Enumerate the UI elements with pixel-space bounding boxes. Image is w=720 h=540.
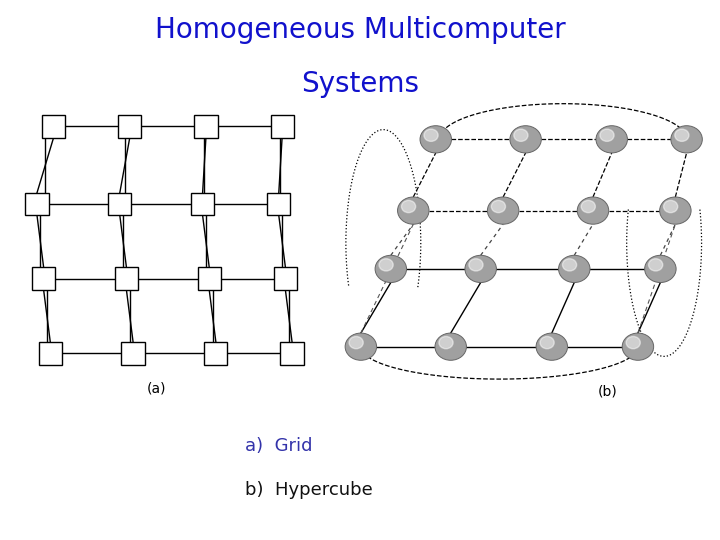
Bar bbox=[197, 267, 221, 290]
Circle shape bbox=[588, 206, 603, 220]
Circle shape bbox=[439, 336, 453, 349]
Circle shape bbox=[469, 259, 483, 271]
Circle shape bbox=[655, 265, 670, 279]
Bar bbox=[39, 342, 62, 364]
Circle shape bbox=[402, 200, 415, 213]
Circle shape bbox=[424, 129, 438, 141]
Text: (a): (a) bbox=[146, 381, 166, 395]
Circle shape bbox=[465, 255, 496, 282]
Circle shape bbox=[644, 255, 676, 282]
Bar bbox=[267, 193, 290, 215]
Text: (b): (b) bbox=[598, 384, 618, 399]
Circle shape bbox=[562, 259, 577, 271]
Circle shape bbox=[536, 333, 567, 360]
Bar bbox=[42, 115, 66, 138]
Bar bbox=[122, 342, 145, 364]
Circle shape bbox=[664, 200, 678, 213]
Text: Systems: Systems bbox=[301, 70, 419, 98]
Text: Homogeneous Multicomputer: Homogeneous Multicomputer bbox=[155, 16, 565, 44]
Bar bbox=[281, 342, 304, 364]
Circle shape bbox=[577, 197, 608, 224]
Bar bbox=[271, 115, 294, 138]
Bar bbox=[191, 193, 215, 215]
Circle shape bbox=[379, 259, 393, 271]
Circle shape bbox=[606, 135, 622, 149]
Circle shape bbox=[431, 135, 446, 149]
Circle shape bbox=[540, 336, 554, 349]
Circle shape bbox=[581, 200, 595, 213]
Circle shape bbox=[649, 259, 662, 271]
Text: b)  Hypercube: b) Hypercube bbox=[245, 481, 372, 498]
Circle shape bbox=[622, 333, 654, 360]
Bar bbox=[32, 267, 55, 290]
Circle shape bbox=[345, 333, 377, 360]
Circle shape bbox=[491, 200, 505, 213]
Circle shape bbox=[670, 206, 685, 220]
Circle shape bbox=[397, 197, 429, 224]
Circle shape bbox=[498, 206, 513, 220]
Text: a)  Grid: a) Grid bbox=[245, 437, 312, 455]
Circle shape bbox=[660, 197, 691, 224]
Circle shape bbox=[632, 342, 648, 356]
Circle shape bbox=[475, 265, 491, 279]
Circle shape bbox=[349, 336, 363, 349]
Circle shape bbox=[600, 129, 614, 141]
Bar bbox=[118, 115, 141, 138]
Bar bbox=[204, 342, 228, 364]
Circle shape bbox=[375, 255, 407, 282]
Circle shape bbox=[546, 342, 562, 356]
Circle shape bbox=[671, 126, 702, 153]
Circle shape bbox=[596, 126, 627, 153]
Circle shape bbox=[510, 126, 541, 153]
Circle shape bbox=[569, 265, 585, 279]
Circle shape bbox=[520, 135, 536, 149]
Bar bbox=[108, 193, 132, 215]
Circle shape bbox=[675, 129, 689, 141]
Circle shape bbox=[681, 135, 697, 149]
Circle shape bbox=[626, 336, 640, 349]
Circle shape bbox=[445, 342, 461, 356]
Circle shape bbox=[559, 255, 590, 282]
Circle shape bbox=[514, 129, 528, 141]
Bar bbox=[274, 267, 297, 290]
Circle shape bbox=[385, 265, 401, 279]
Bar bbox=[25, 193, 49, 215]
Circle shape bbox=[408, 206, 423, 220]
Bar bbox=[115, 267, 138, 290]
Circle shape bbox=[356, 342, 371, 356]
Circle shape bbox=[420, 126, 451, 153]
Bar bbox=[194, 115, 217, 138]
Circle shape bbox=[435, 333, 467, 360]
Circle shape bbox=[487, 197, 519, 224]
